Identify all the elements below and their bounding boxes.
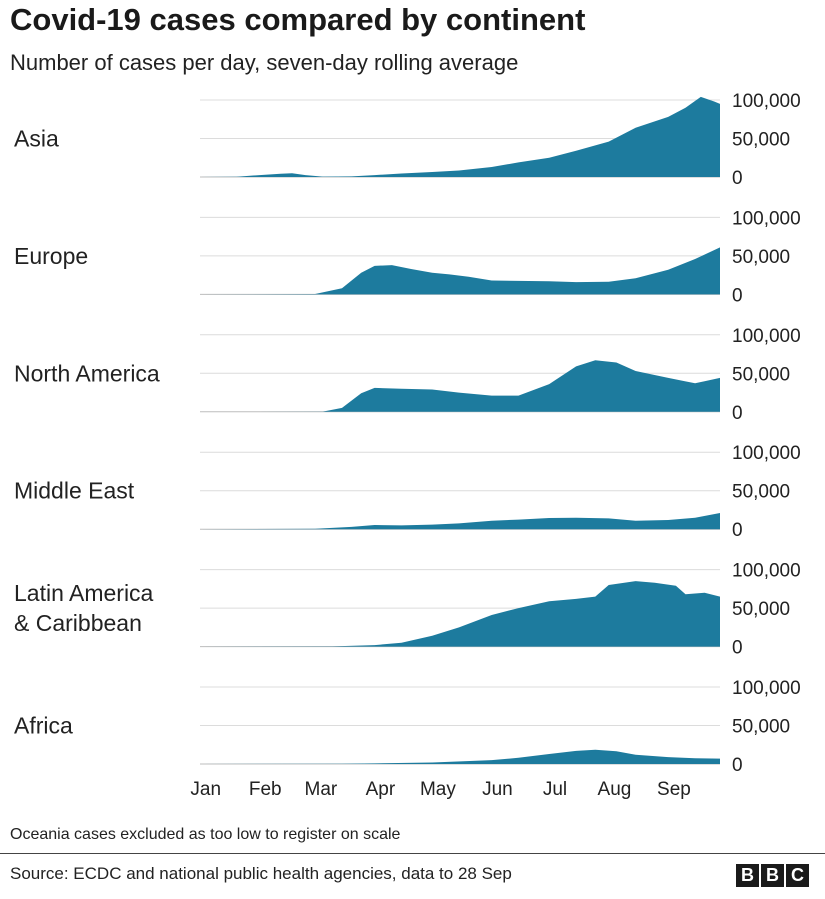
y-tick-label: 50,000	[732, 247, 790, 268]
chart-title: Covid-19 cases compared by continent	[10, 2, 586, 37]
x-tick-label: Jun	[482, 779, 513, 800]
x-tick-label: Jan	[190, 779, 221, 800]
y-tick-label: 0	[732, 403, 743, 424]
y-tick-label: 50,000	[732, 364, 790, 385]
area-series-asia	[200, 96, 720, 177]
y-tick-label: 100,000	[732, 678, 801, 699]
y-tick-label: 50,000	[732, 482, 790, 503]
logo-letter: C	[786, 864, 809, 887]
series-label: North America	[14, 360, 160, 386]
chart-subtitle: Number of cases per day, seven-day rolli…	[10, 50, 519, 75]
x-tick-label: May	[420, 779, 456, 800]
x-tick-label: Feb	[249, 779, 282, 800]
source-divider	[0, 853, 825, 854]
area-series-europe	[200, 247, 720, 295]
series-label: Latin America	[14, 580, 154, 606]
y-tick-label: 0	[732, 285, 743, 306]
y-tick-label: 0	[732, 638, 743, 659]
y-tick-label: 50,000	[732, 130, 790, 151]
area-series-north-america	[200, 360, 720, 412]
x-tick-label: Jul	[543, 779, 567, 800]
series-label: Asia	[14, 126, 59, 152]
area-series-middle-east	[200, 513, 720, 530]
bbc-logo: B B C	[736, 864, 809, 887]
area-series-latin-america-caribbean	[200, 581, 720, 647]
small-multiples-chart: 100,000 50,000 0 Asia 100,000 50,000 0 Europe 10…	[14, 91, 801, 800]
series-label: Africa	[14, 713, 73, 739]
series-label: Middle East	[14, 478, 135, 504]
area-series-africa	[200, 749, 720, 764]
x-tick-label: Aug	[598, 779, 632, 800]
y-tick-label: 100,000	[732, 91, 801, 112]
footnote: Oceania cases excluded as too low to reg…	[10, 826, 401, 843]
series-label: & Caribbean	[14, 610, 142, 636]
series-label: Europe	[14, 243, 88, 269]
y-tick-label: 100,000	[732, 443, 801, 464]
y-tick-label: 100,000	[732, 561, 801, 582]
y-tick-label: 100,000	[732, 208, 801, 229]
y-tick-label: 50,000	[732, 599, 790, 620]
y-tick-label: 0	[732, 755, 743, 776]
logo-letter: B	[761, 864, 784, 887]
y-tick-label: 0	[732, 168, 743, 189]
x-tick-label: Sep	[657, 779, 691, 800]
y-tick-label: 100,000	[732, 326, 801, 347]
x-tick-label: Mar	[305, 779, 338, 800]
logo-letter: B	[736, 864, 759, 887]
x-tick-label: Apr	[366, 779, 396, 800]
y-tick-label: 0	[732, 520, 743, 541]
y-tick-label: 50,000	[732, 717, 790, 738]
source-text: Source: ECDC and national public health …	[10, 864, 512, 883]
